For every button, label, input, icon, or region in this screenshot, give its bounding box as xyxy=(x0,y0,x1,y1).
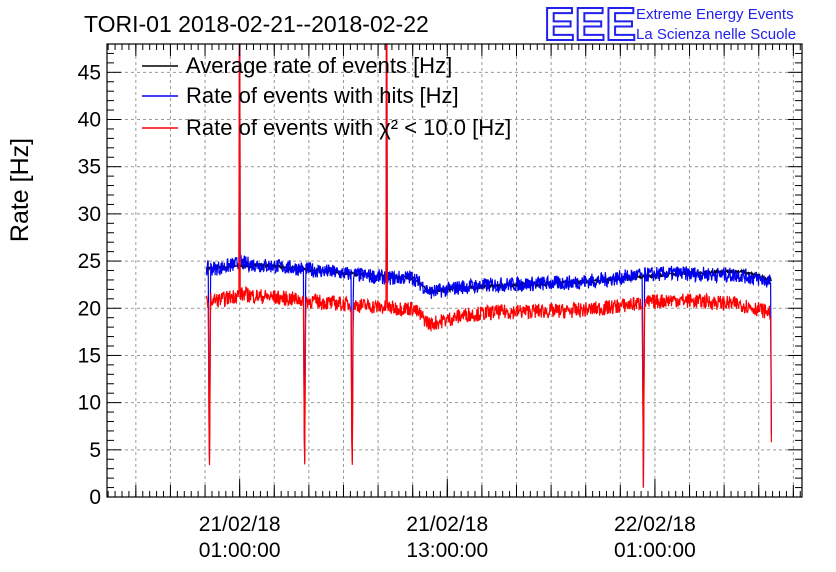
eee-logo: EEE Extreme Energy Events La Scienza nel… xyxy=(543,0,796,51)
y-tick-label: 45 xyxy=(78,61,101,84)
y-tick-label: 25 xyxy=(78,250,101,273)
chart-title: TORI-01 2018-02-21--2018-02-22 xyxy=(84,11,429,37)
eee-logo-line1: Extreme Energy Events xyxy=(636,6,794,23)
series-line-hits xyxy=(205,43,772,488)
x-tick-label-date: 21/02/18 xyxy=(406,513,488,536)
y-tick-label: 0 xyxy=(89,486,101,509)
legend-entry-chi2-label: Rate of events with χ² < 10.0 [Hz] xyxy=(186,115,511,140)
y-tick-label: 10 xyxy=(78,392,101,415)
series-line-chi2 xyxy=(205,43,772,488)
y-axis-label: Rate [Hz] xyxy=(6,138,34,242)
series-layer xyxy=(205,43,772,488)
legend-entry-hits-label: Rate of events with hits [Hz] xyxy=(186,83,459,108)
y-tick-label: 20 xyxy=(78,297,101,320)
y-tick-label: 30 xyxy=(78,203,101,226)
x-tick-label-date: 21/02/18 xyxy=(199,513,281,536)
plot-frame xyxy=(106,43,803,498)
legend: Average rate of events [Hz] Rate of event… xyxy=(142,53,511,140)
legend-entry-average-label: Average rate of events [Hz] xyxy=(186,53,452,78)
y-tick-label: 35 xyxy=(78,156,101,179)
eee-logo-line2: La Scienza nelle Scuole xyxy=(636,26,796,43)
x-tick-label-time: 13:00:00 xyxy=(406,539,488,562)
eee-logo-mark: EEE xyxy=(544,0,636,50)
y-tick-label: 15 xyxy=(78,344,101,367)
x-tick-label-time: 01:00:00 xyxy=(199,539,281,562)
x-tick-label-time: 01:00:00 xyxy=(614,539,696,562)
y-tick-label: 5 xyxy=(89,439,101,462)
grid xyxy=(107,44,802,497)
axes: 0 5 10 15 20 25 30 35 40 45 21/02/18 01:00:00 21/02/… xyxy=(78,43,803,562)
x-tick-label-date: 22/02/18 xyxy=(614,513,696,536)
y-tick-label: 40 xyxy=(78,109,101,132)
